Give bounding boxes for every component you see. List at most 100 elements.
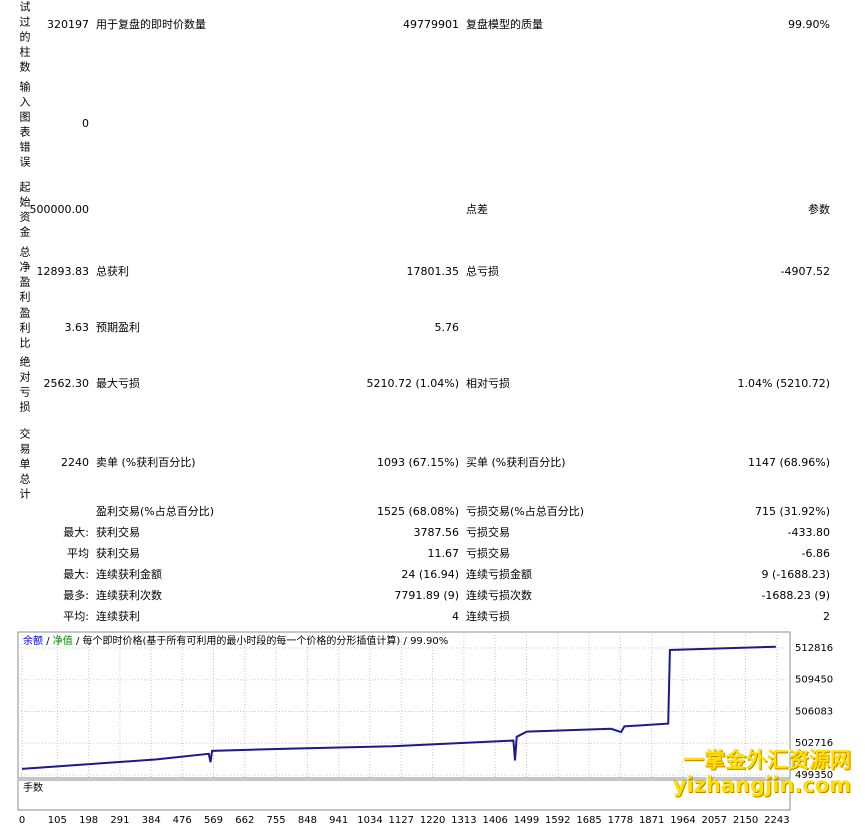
- x-tick-label: 1778: [608, 815, 633, 826]
- x-tick-label: 1220: [420, 815, 445, 826]
- row-value: 2240: [61, 456, 89, 469]
- field-value: 24 (16.94): [401, 568, 459, 581]
- x-tick-label: 1127: [389, 815, 414, 826]
- field-label: 相对亏损: [466, 377, 510, 390]
- row-label: 总净盈利: [18, 246, 31, 306]
- x-tick-label: 105: [48, 815, 67, 826]
- row-value: 12893.83: [36, 265, 90, 278]
- row-label: 绝对亏损: [18, 356, 31, 416]
- field-label: 连续获利金额: [96, 568, 162, 581]
- x-tick-label: 1871: [639, 815, 664, 826]
- field-label: 连续亏损: [466, 610, 510, 623]
- chart-frame: [17, 631, 791, 779]
- x-tick-label: 0: [19, 815, 25, 826]
- field-label: 连续获利次数: [96, 589, 162, 602]
- y-tick-label: 502716: [795, 738, 833, 749]
- legend-entry: 余额: [23, 634, 43, 647]
- row-prefix: 平均:: [63, 610, 89, 623]
- field-value: 7791.89 (9): [394, 589, 459, 602]
- field-label: 亏损交易: [466, 526, 510, 539]
- x-tick-label: 1592: [545, 815, 570, 826]
- field-label: 获利交易: [96, 547, 140, 560]
- row-label: 输入图表错误: [18, 81, 31, 171]
- field-value: 1147 (68.96%): [747, 456, 830, 469]
- field-value: 1525 (68.08%): [376, 505, 459, 518]
- row-prefix: 最多:: [63, 589, 89, 602]
- legend-separator: /: [76, 636, 80, 647]
- field-label: 盈利交易(%占总百分比): [96, 505, 215, 518]
- x-tick-label: 1034: [357, 815, 382, 826]
- x-tick-label: 1499: [514, 815, 539, 826]
- field-value: 99.90%: [788, 18, 830, 31]
- legend-separator: /: [404, 636, 408, 647]
- field-value: 11.67: [427, 547, 460, 560]
- field-label: 最大亏损: [96, 377, 140, 390]
- x-tick-label: 1406: [482, 815, 507, 826]
- x-tick-label: 2057: [702, 815, 727, 826]
- row-label: 试过的柱数: [18, 1, 31, 76]
- field-value: 1093 (67.15%): [376, 456, 459, 469]
- field-label: 连续获利: [96, 610, 140, 623]
- field-value: -6.86: [801, 547, 830, 560]
- chart-subtitle: 每个即时价格(基于所有可利用的最小时段的每一个价格的分形插值计算): [83, 634, 401, 647]
- row-value: 320197: [47, 18, 89, 31]
- legend-separator: /: [46, 636, 50, 647]
- field-label: 亏损交易: [466, 547, 510, 560]
- field-label: 卖单 (%获利百分比): [96, 456, 196, 469]
- field-label: 买单 (%获利百分比): [466, 456, 566, 469]
- field-label: 连续亏损金额: [466, 568, 532, 581]
- model-quality: 99.90%: [410, 636, 448, 647]
- field-value: 参数: [808, 203, 830, 216]
- field-label: 连续亏损次数: [466, 589, 532, 602]
- y-tick-label: 512816: [795, 643, 833, 654]
- x-tick-label: 2243: [764, 815, 789, 826]
- balance-line: [21, 645, 776, 770]
- row-prefix: 最大:: [63, 526, 89, 539]
- watermark-title: 一掌金外汇资源网: [683, 748, 851, 772]
- field-label: 点差: [466, 203, 488, 216]
- field-value: 4: [452, 610, 459, 623]
- x-tick-label: 755: [267, 815, 286, 826]
- field-value: 1.04% (5210.72): [737, 377, 830, 390]
- row-label: 交易单总计: [18, 428, 31, 503]
- row-prefix: 平均: [67, 547, 89, 560]
- field-label: 预期盈利: [96, 321, 140, 334]
- row-value: 3.63: [64, 321, 90, 334]
- row-value: 0: [82, 117, 89, 130]
- lots-label: 手数: [23, 781, 43, 794]
- y-tick-label: 499350: [795, 770, 833, 781]
- field-label: 总获利: [96, 265, 129, 278]
- x-tick-label: 2150: [733, 815, 758, 826]
- field-value: 5210.72 (1.04%): [366, 377, 459, 390]
- field-value: 17801.35: [406, 265, 460, 278]
- row-label: 盈利比: [18, 307, 31, 352]
- y-tick-label: 509450: [795, 675, 833, 686]
- field-value: 3787.56: [413, 526, 460, 539]
- row-value: 2562.30: [43, 377, 90, 390]
- row-value: 500000.00: [29, 203, 90, 216]
- field-value: 49779901: [403, 18, 459, 31]
- field-label: 亏损交易(%占总百分比): [466, 505, 585, 518]
- x-tick-label: 941: [329, 815, 348, 826]
- row-label: 起始资金: [18, 181, 31, 241]
- x-tick-label: 476: [173, 815, 192, 826]
- field-value: -433.80: [787, 526, 830, 539]
- field-label: 复盘模型的质量: [466, 18, 543, 31]
- field-value: 715 (31.92%): [754, 505, 830, 518]
- x-tick-label: 1313: [451, 815, 476, 826]
- field-value: 9 (-1688.23): [761, 568, 830, 581]
- field-value: 5.76: [434, 321, 460, 334]
- x-tick-label: 662: [235, 815, 254, 826]
- field-label: 用于复盘的即时价数量: [96, 18, 206, 31]
- row-prefix: 最大:: [63, 568, 89, 581]
- lots-frame: [17, 779, 791, 811]
- field-label: 获利交易: [96, 526, 140, 539]
- y-tick-label: 506083: [795, 706, 833, 717]
- watermark-url: yizhangjin.com: [672, 773, 851, 797]
- field-value: -1688.23 (9): [761, 589, 830, 602]
- field-value: 2: [823, 610, 830, 623]
- x-tick-label: 384: [142, 815, 161, 826]
- field-label: 总亏损: [466, 265, 499, 278]
